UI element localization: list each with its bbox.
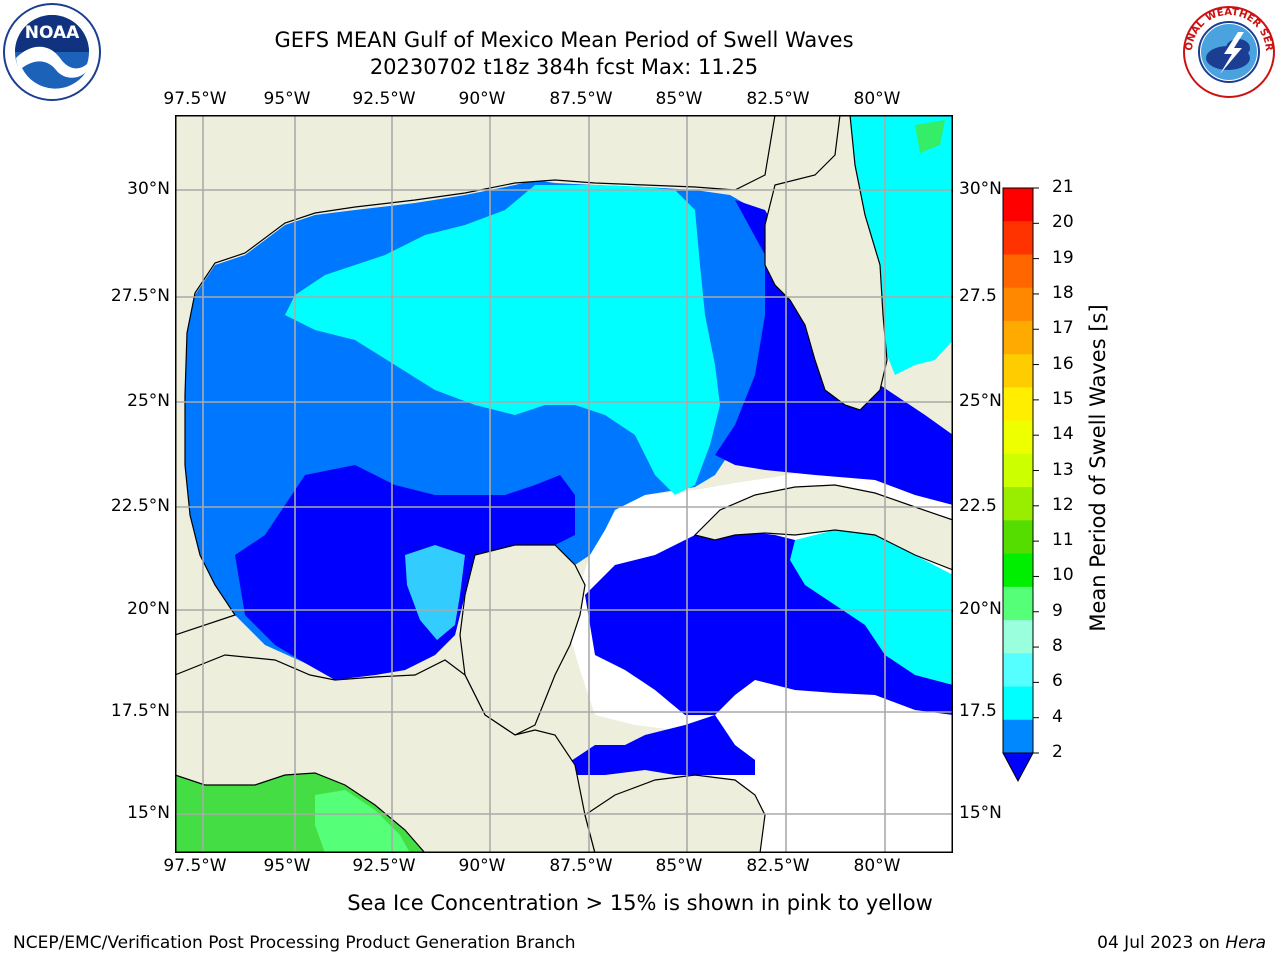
colorbar-swatch bbox=[1003, 188, 1033, 222]
lon-label-top: 87.5°W bbox=[549, 89, 613, 109]
lat-label-right: 20°N bbox=[959, 599, 1002, 619]
colorbar-tick-label: 16 bbox=[1052, 353, 1074, 374]
swell-field-cyan bbox=[285, 185, 720, 495]
colorbar-tick-label: 21 bbox=[1052, 177, 1074, 197]
graticule bbox=[175, 115, 953, 853]
lon-label-bottom: 87.5°W bbox=[549, 856, 613, 876]
lon-label-bottom: 97.5°W bbox=[163, 856, 227, 876]
colorbar-swatch bbox=[1003, 553, 1033, 588]
lon-label-bottom: 80°W bbox=[853, 856, 901, 876]
swell-field-pacific-light bbox=[315, 790, 410, 853]
lat-label-right: 30°N bbox=[959, 179, 1002, 199]
lat-label-right: 17.5 bbox=[959, 701, 997, 721]
noaa-logo-text: NOAA bbox=[25, 23, 80, 43]
colorbar-tick-label: 4 bbox=[1052, 706, 1063, 727]
lon-label-top: 82.5°W bbox=[746, 89, 810, 109]
colorbar-tick-label: 15 bbox=[1052, 388, 1074, 409]
lon-label-top: 90°W bbox=[458, 89, 506, 109]
colorbar-tick-label: 19 bbox=[1052, 247, 1074, 268]
lat-label-left: 17.5°N bbox=[110, 701, 170, 721]
credit-text: NCEP/EMC/Verification Post Processing Pr… bbox=[13, 933, 576, 953]
land-yucatan bbox=[459, 544, 586, 736]
lat-label-left: 20°N bbox=[127, 599, 170, 619]
colorbar-tick-label: 20 bbox=[1052, 212, 1074, 233]
lat-label-left: 15°N bbox=[127, 803, 170, 823]
colorbar-label: Mean Period of Swell Waves [s] bbox=[1086, 304, 1110, 632]
map-border bbox=[175, 115, 953, 853]
lat-label-left: 25°N bbox=[127, 391, 170, 411]
lat-label-right: 22.5 bbox=[959, 496, 997, 516]
colorbar-tick-label: 13 bbox=[1052, 459, 1074, 480]
lat-label-left: 30°N bbox=[127, 179, 170, 199]
colorbar-swatch bbox=[1003, 653, 1033, 688]
lon-label-top: 97.5°W bbox=[163, 89, 227, 109]
swell-field-cyan-caribbean bbox=[790, 530, 953, 685]
lon-label-top: 95°W bbox=[263, 89, 311, 109]
lon-label-bottom: 85°W bbox=[655, 856, 703, 876]
colorbar-swatch bbox=[1003, 620, 1033, 654]
colorbar-tick-label: 8 bbox=[1052, 636, 1063, 657]
colorbar-swatch bbox=[1003, 719, 1033, 754]
colorbar-extension bbox=[1002, 752, 1034, 783]
map-panel bbox=[175, 115, 953, 853]
chart-subtitle: 20230702 t18z 384h fcst Max: 11.25 bbox=[369, 55, 759, 79]
colorbar-swatch bbox=[1003, 221, 1033, 255]
lat-label-right: 27.5 bbox=[959, 286, 997, 306]
colorbar-swatch bbox=[1003, 686, 1033, 721]
colorbar-tick-label: 14 bbox=[1052, 424, 1074, 445]
noaa-logo: NOAA bbox=[3, 3, 101, 101]
colorbar bbox=[1002, 187, 1039, 783]
colorbar-swatch bbox=[1003, 586, 1033, 621]
colorbar-tick-label: 10 bbox=[1052, 565, 1074, 586]
lon-label-bottom: 82.5°W bbox=[746, 856, 810, 876]
nws-logo: NATIONAL WEATHER SERVICE bbox=[1180, 4, 1275, 98]
colorbar-swatch bbox=[1003, 354, 1033, 388]
chart-title: GEFS MEAN Gulf of Mexico Mean Period of … bbox=[274, 28, 854, 52]
colorbar-tick-label: 12 bbox=[1052, 494, 1074, 515]
colorbar-swatch bbox=[1003, 320, 1033, 355]
date-stamp-machine: Hera bbox=[1225, 933, 1266, 953]
sea-ice-footnote: Sea Ice Concentration > 15% is shown in … bbox=[347, 891, 933, 915]
colorbar-tick-label: 17 bbox=[1052, 318, 1074, 339]
colorbar-tick-label: 2 bbox=[1052, 742, 1063, 762]
colorbar-tick-label: 18 bbox=[1052, 282, 1074, 303]
swell-field-dark-yucatan-channel bbox=[565, 715, 755, 775]
land-florida bbox=[764, 115, 888, 411]
lat-label-right: 25°N bbox=[959, 391, 1002, 411]
swell-field-campeche bbox=[405, 545, 465, 640]
lon-label-bottom: 92.5°W bbox=[352, 856, 416, 876]
lon-label-top: 80°W bbox=[853, 89, 901, 109]
lon-label-bottom: 95°W bbox=[263, 856, 311, 876]
lon-label-top: 85°W bbox=[655, 89, 703, 109]
colorbar-swatch bbox=[1003, 520, 1033, 555]
lat-label-left: 27.5°N bbox=[110, 286, 170, 306]
date-stamp: 04 Jul 2023 on Hera bbox=[1097, 933, 1266, 953]
colorbar-swatch bbox=[1003, 453, 1033, 488]
lon-label-bottom: 90°W bbox=[458, 856, 506, 876]
colorbar-swatch bbox=[1003, 487, 1033, 521]
colorbar-swatch bbox=[1003, 387, 1033, 422]
colorbar-tick-label: 6 bbox=[1052, 671, 1063, 692]
colorbar-swatch bbox=[1003, 420, 1033, 455]
colorbar-swatch bbox=[1003, 287, 1033, 322]
colorbar-tick-label: 9 bbox=[1052, 600, 1063, 621]
date-stamp-date: 04 Jul 2023 on bbox=[1097, 933, 1220, 953]
swell-field-atlantic bbox=[840, 115, 953, 375]
lon-label-top: 92.5°W bbox=[352, 89, 416, 109]
colorbar-tick-label: 11 bbox=[1052, 530, 1074, 551]
lat-label-right: 15°N bbox=[959, 803, 1002, 823]
lat-label-left: 22.5°N bbox=[110, 496, 170, 516]
colorbar-swatch bbox=[1003, 254, 1033, 289]
swell-field-atlantic-green bbox=[915, 120, 945, 153]
